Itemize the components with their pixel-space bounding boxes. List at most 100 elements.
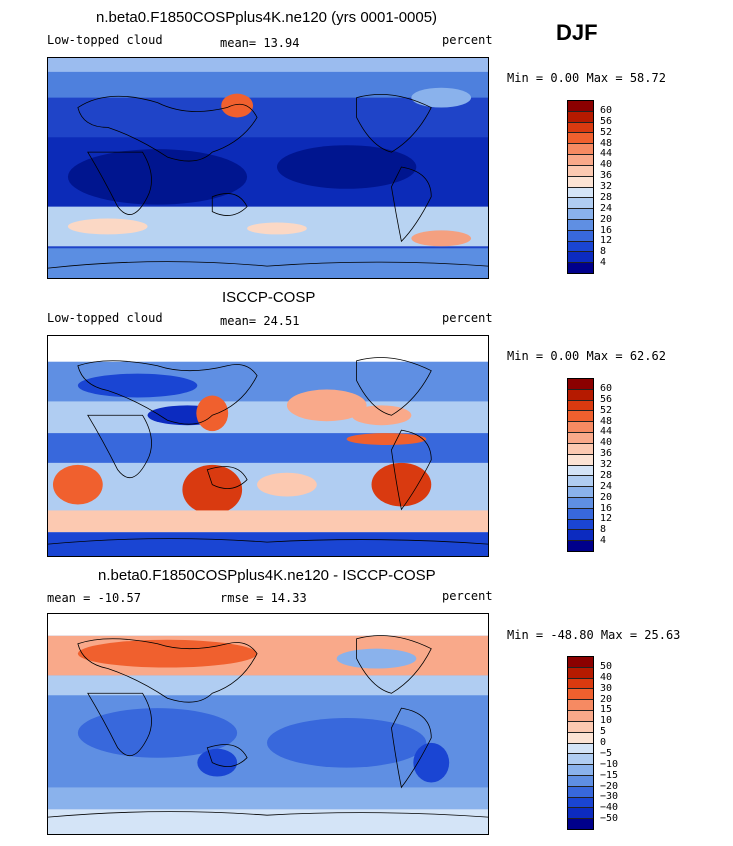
colorbar-swatch — [568, 251, 593, 263]
panel3-rmse: rmse = 14.33 — [220, 591, 307, 605]
colorbar-tick-label: −40 — [600, 802, 619, 814]
colorbar-swatch — [568, 753, 593, 765]
colorbar-swatch — [568, 818, 593, 829]
colorbar-tick-label: 20 — [600, 491, 613, 503]
panel3-units: percent — [442, 589, 493, 603]
panel1-mean: mean= 13.94 — [220, 36, 300, 50]
colorbar-tick-label: 56 — [600, 393, 613, 405]
colorbar-tick-label: 40 — [600, 159, 613, 171]
colorbar-tick-label: 40 — [600, 437, 613, 449]
colorbar-swatch — [568, 666, 593, 678]
colorbar-tick-label: 52 — [600, 404, 613, 416]
colorbar-tick-label: 16 — [600, 224, 613, 236]
panel3-mean: mean = -10.57 — [47, 591, 141, 605]
colorbar-tick-label: 8 — [600, 524, 607, 536]
colorbar-tick-label: 24 — [600, 202, 613, 214]
colorbar-tick-label: 16 — [600, 502, 613, 514]
colorbar-swatch — [568, 110, 593, 122]
colorbar-tick-label: 20 — [600, 213, 613, 225]
colorbar-swatch — [568, 710, 593, 721]
season-label: DJF — [556, 20, 598, 45]
panel2-field-label: Low-topped cloud — [47, 311, 163, 325]
colorbar-swatch — [568, 101, 593, 111]
colorbar-swatch — [568, 486, 593, 497]
colorbar-tick-label: 28 — [600, 191, 613, 203]
colorbar-tick-label: 48 — [600, 137, 613, 149]
colorbar-tick-label: −20 — [600, 780, 619, 792]
colorbar-swatch — [568, 121, 593, 133]
colorbar-tick-label: 4 — [600, 257, 607, 269]
colorbar-tick-label: 44 — [600, 426, 613, 438]
panel1-title: n.beta0.F1850COSPplus4K.ne120 (yrs 0001-… — [96, 9, 438, 26]
colorbar-tick-label: 28 — [600, 469, 613, 481]
colorbar-swatch — [568, 657, 593, 667]
colorbar-swatch — [568, 807, 593, 819]
colorbar-swatch — [568, 742, 593, 754]
colorbar-tick-label: −5 — [600, 747, 613, 759]
panel1-units: percent — [442, 33, 493, 47]
colorbar-swatch — [568, 453, 593, 465]
panel3-title: n.beta0.F1850COSPplus4K.ne120 - ISCCP-CO… — [98, 567, 436, 584]
colorbar-swatch — [568, 154, 593, 165]
colorbar-tick-label: −30 — [600, 791, 619, 803]
panel1-map — [47, 57, 489, 279]
panel2-units: percent — [442, 311, 493, 325]
colorbar-tick-label: 32 — [600, 181, 613, 192]
colorbar-tick-label: 56 — [600, 115, 613, 127]
colorbar-swatch — [568, 410, 593, 422]
colorbar-swatch — [568, 388, 593, 400]
colorbar-tick-label: 4 — [600, 535, 607, 547]
colorbar-swatch — [568, 731, 593, 743]
colorbar-swatch — [568, 774, 593, 786]
colorbar-tick-label: 48 — [600, 415, 613, 427]
panel2-minmax: Min = 0.00 Max = 62.62 — [507, 349, 666, 363]
panel2-mean: mean= 24.51 — [220, 314, 300, 328]
colorbar-tick-label: 32 — [600, 459, 613, 470]
colorbar-swatch — [568, 507, 593, 519]
panel2-map — [47, 335, 489, 557]
colorbar-tick-label: −15 — [600, 769, 619, 781]
colorbar-tick-label: 12 — [600, 513, 613, 525]
panel1-minmax: Min = 0.00 Max = 58.72 — [507, 71, 666, 85]
colorbar-swatch — [568, 399, 593, 411]
colorbar-tick-label: 40 — [600, 671, 613, 683]
colorbar-swatch — [568, 208, 593, 219]
colorbar-swatch — [568, 164, 593, 176]
colorbar-swatch — [568, 197, 593, 209]
colorbar-swatch — [568, 442, 593, 454]
colorbar-swatch — [568, 464, 593, 476]
colorbar-swatch — [568, 379, 593, 389]
colorbar-swatch — [568, 240, 593, 252]
colorbar-swatch — [568, 421, 593, 433]
colorbar-swatch — [568, 699, 593, 711]
colorbar-swatch — [568, 785, 593, 797]
colorbar-swatch — [568, 229, 593, 241]
colorbar-tick-label: 60 — [600, 382, 613, 394]
colorbar-tick-label: 24 — [600, 480, 613, 492]
panel1-colorbar — [567, 100, 594, 274]
colorbar-swatch — [568, 677, 593, 689]
colorbar-tick-label: 60 — [600, 104, 613, 116]
colorbar-tick-label: 36 — [600, 170, 613, 182]
colorbar-tick-label: −10 — [600, 758, 619, 770]
colorbar-swatch — [568, 143, 593, 155]
colorbar-swatch — [568, 764, 593, 775]
colorbar-tick-label: 5 — [600, 726, 607, 738]
colorbar-tick-label: 30 — [600, 682, 613, 694]
colorbar-swatch — [568, 218, 593, 230]
panel2-colorbar — [567, 378, 594, 552]
colorbar-tick-label: 15 — [600, 704, 613, 716]
panel1-field-label: Low-topped cloud — [47, 33, 163, 47]
colorbar-tick-label: 12 — [600, 235, 613, 247]
colorbar-tick-label: 52 — [600, 126, 613, 138]
colorbar-tick-label: 36 — [600, 448, 613, 460]
panel3-map — [47, 613, 489, 835]
colorbar-tick-label: 0 — [600, 737, 607, 748]
colorbar-swatch — [568, 518, 593, 530]
colorbar-swatch — [568, 132, 593, 144]
colorbar-tick-label: 44 — [600, 148, 613, 160]
colorbar-swatch — [568, 262, 593, 273]
colorbar-tick-label: −50 — [600, 813, 619, 825]
colorbar-swatch — [568, 720, 593, 732]
colorbar-swatch — [568, 175, 593, 187]
